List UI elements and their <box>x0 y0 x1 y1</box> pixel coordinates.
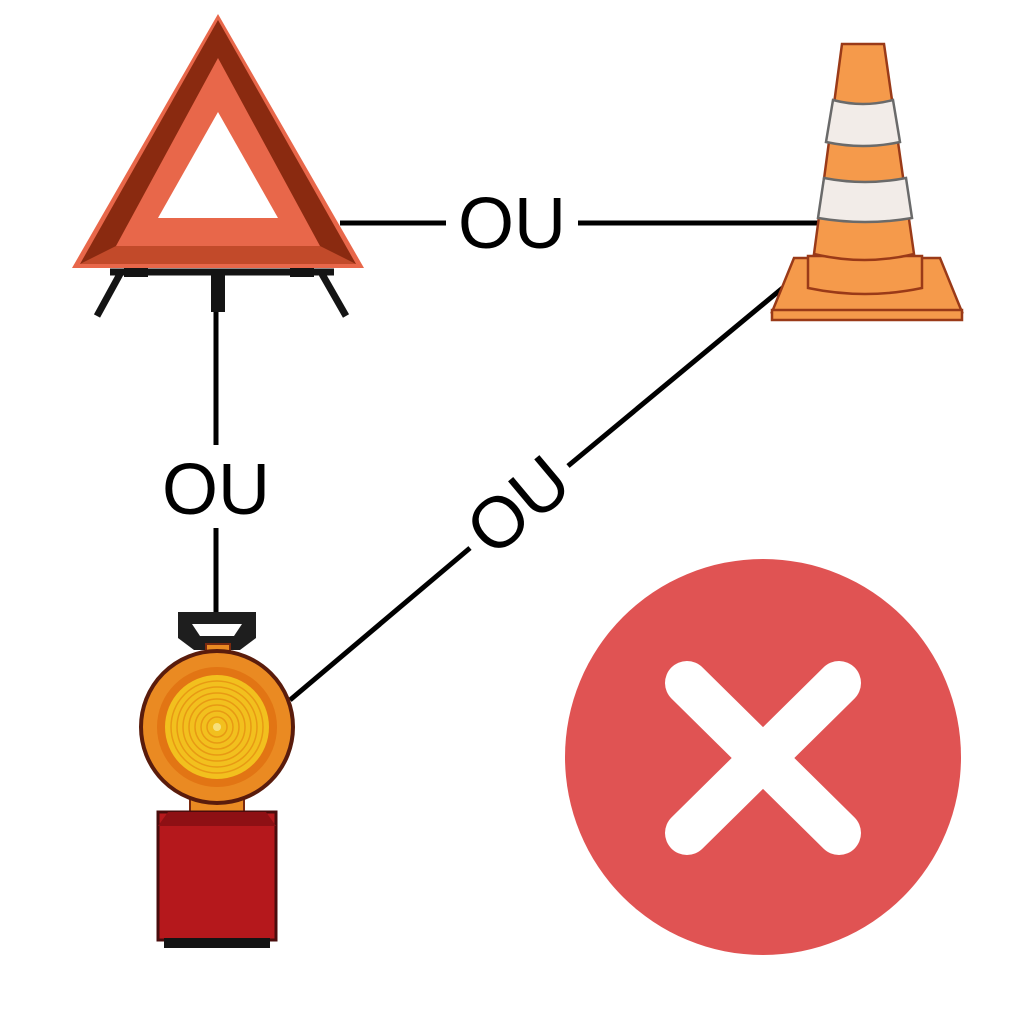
connector-label-triangle-cone: OU <box>458 184 566 264</box>
warning-triangle-icon <box>72 14 364 318</box>
connector-line-cone-lamp-bottom <box>288 546 472 702</box>
connector-line-cone-lamp-top <box>566 284 787 468</box>
connector-label-triangle-lamp: OU <box>162 450 270 530</box>
warning-lamp-icon <box>139 612 295 948</box>
connector-label-cone-lamp: OU <box>452 440 586 571</box>
close-icon <box>565 559 961 955</box>
traffic-cone-icon <box>770 42 964 322</box>
connectors <box>213 220 820 702</box>
